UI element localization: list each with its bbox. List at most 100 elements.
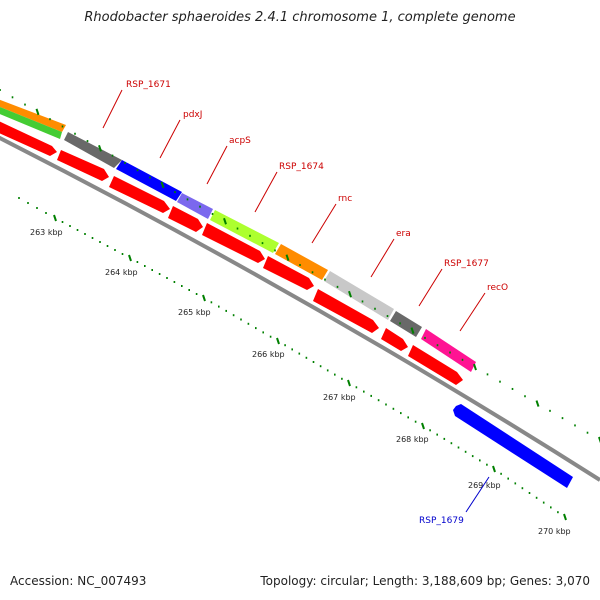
minor-tick: [218, 305, 220, 308]
cds-feature: [109, 176, 170, 213]
minor-tick: [18, 197, 20, 199]
minor-tick: [550, 506, 552, 509]
minor-tick: [99, 241, 101, 243]
minor-tick: [210, 301, 213, 304]
minor-tick: [84, 233, 86, 235]
minor-tick: [249, 234, 251, 237]
minor-tick: [443, 437, 446, 440]
minor-tick: [0, 89, 1, 91]
minor-tick: [374, 307, 376, 310]
minor-tick: [521, 487, 524, 490]
gene-leader-line: [159, 119, 181, 159]
minor-tick: [457, 446, 460, 449]
minor-tick: [166, 277, 168, 279]
minor-tick: [45, 212, 47, 214]
major-tick: [347, 379, 351, 387]
minor-tick: [361, 300, 364, 303]
kbp-label: 263 kbp: [30, 228, 63, 237]
gene-label: rnc: [338, 194, 352, 204]
category-segment: [275, 244, 328, 280]
minor-tick: [424, 336, 426, 339]
major-tick: [535, 400, 540, 407]
minor-tick: [199, 205, 201, 208]
minor-tick: [377, 399, 380, 402]
minor-tick: [524, 395, 526, 398]
minor-tick: [392, 407, 395, 410]
minor-tick: [311, 271, 314, 274]
major-tick: [202, 294, 206, 302]
minor-tick: [181, 285, 183, 287]
minor-tick: [334, 373, 336, 376]
minor-tick: [49, 118, 51, 121]
minor-tick: [586, 431, 589, 434]
minor-tick: [144, 265, 146, 267]
reverse-cds-track: [453, 404, 573, 488]
accession-text: Accession: NC_007493: [10, 574, 147, 588]
category-segment: [64, 132, 122, 168]
kbp-label: 270 kbp: [538, 527, 571, 536]
major-tick: [348, 290, 352, 298]
genome-backbone: [0, 135, 600, 482]
minor-tick: [464, 450, 467, 453]
minor-tick: [399, 322, 401, 325]
minor-tick: [511, 387, 514, 390]
major-tick: [53, 214, 57, 222]
kbp-ruler: 263 kbp 264 kbp 265 kbp 266 kbp 267 kbp 268 k…: [18, 197, 571, 536]
minor-tick: [291, 348, 293, 351]
gene-leader-line: [102, 89, 123, 129]
gene-leader-line: [206, 145, 228, 185]
minor-tick: [324, 278, 326, 281]
minor-tick: [561, 417, 564, 420]
minor-tick: [91, 237, 94, 239]
minor-tick: [514, 482, 517, 485]
gene-leader-line: [459, 292, 486, 332]
major-tick: [563, 513, 567, 521]
minor-tick: [149, 176, 151, 179]
minor-tick: [262, 331, 264, 334]
minor-tick: [195, 293, 198, 295]
kbp-label: 267 kbp: [323, 393, 356, 402]
category-segment: [390, 311, 422, 337]
minor-tick: [471, 455, 474, 458]
minor-tick: [151, 269, 153, 271]
minor-tick: [385, 403, 387, 406]
category-track: [0, 99, 476, 372]
minor-tick: [436, 344, 439, 347]
backbone-line: [0, 135, 600, 482]
category-segment: [324, 271, 394, 320]
minor-tick: [27, 202, 29, 204]
kbp-label: 264 kbp: [105, 268, 138, 277]
gene-leader-line: [465, 476, 490, 513]
minor-tick: [269, 335, 272, 338]
major-tick: [35, 108, 40, 116]
minor-tick: [336, 285, 339, 288]
minor-tick: [136, 169, 139, 172]
category-segment: [0, 99, 66, 132]
minor-tick: [225, 309, 227, 312]
gene-label: RSP_1677: [444, 259, 489, 269]
minor-tick: [486, 463, 488, 466]
category-segment: [0, 107, 62, 139]
gene-leader-line: [418, 268, 443, 307]
gene-leader-line: [254, 171, 278, 213]
minor-tick: [136, 261, 139, 263]
minor-tick: [355, 386, 358, 389]
gene-label: recO: [487, 283, 508, 293]
minor-tick: [111, 154, 114, 157]
minor-tick: [232, 314, 235, 317]
minor-tick: [86, 140, 89, 143]
minor-tick: [386, 315, 389, 318]
major-tick: [285, 254, 290, 262]
minor-tick: [24, 103, 26, 106]
cds-feature: [168, 206, 203, 232]
gene-label: era: [396, 229, 411, 239]
kbp-label: 266 kbp: [252, 350, 285, 359]
gene-label: RSP_1674: [279, 162, 324, 172]
minor-tick: [299, 264, 301, 266]
kbp-label: 265 kbp: [178, 308, 211, 317]
minor-tick: [429, 429, 431, 432]
minor-tick: [188, 289, 190, 291]
minor-tick: [158, 273, 161, 275]
